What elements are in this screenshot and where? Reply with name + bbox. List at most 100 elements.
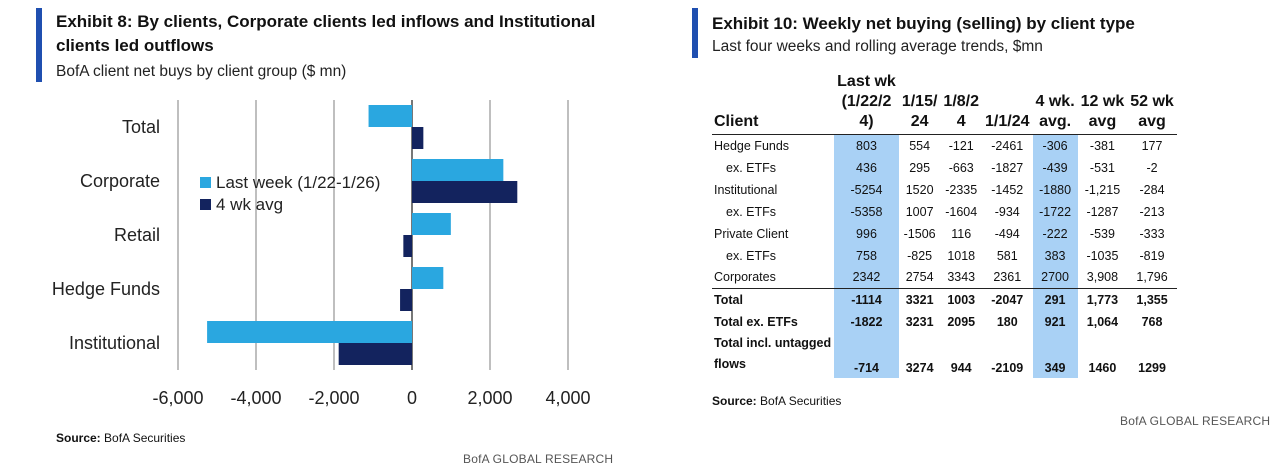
value-cell: -222	[1032, 222, 1078, 245]
header-line: 52 wk	[1130, 93, 1174, 110]
client-cell: Private Client	[714, 226, 789, 241]
exhibit-8-panel: Exhibit 8: By clients, Corporate clients…	[36, 8, 614, 466]
exhibit-10-subtitle: Last four weeks and rolling average tren…	[712, 38, 1043, 55]
value-cell: 581	[996, 248, 1018, 263]
client-line: Total incl. untagged	[714, 335, 832, 350]
exhibit-8-subtitle: BofA client net buys by client group ($ …	[56, 63, 347, 80]
exhibit-10-title: Exhibit 10: Weekly net buying (selling) …	[712, 14, 1135, 33]
header-line: avg	[1088, 113, 1117, 130]
value-cell: 116	[951, 226, 972, 241]
client-cell: Institutional	[714, 182, 778, 197]
client-cell: ex. ETFs	[726, 248, 777, 263]
bar-4wk-avg	[403, 235, 412, 257]
value-cell: 554	[909, 138, 931, 153]
value-cell: 3231	[905, 314, 934, 329]
value-cell: -2109	[991, 360, 1024, 375]
value-cell: -121	[948, 138, 974, 153]
bar-4wk-avg	[338, 343, 412, 365]
category-label: Total	[122, 117, 160, 137]
source-text: BofA Securities	[100, 431, 186, 445]
value-cell: 291	[1032, 288, 1078, 311]
value-cell: 921	[1032, 310, 1078, 333]
value-cell: 2095	[947, 314, 976, 329]
legend-label: 4 wk avg	[216, 195, 283, 214]
bar-last-week	[207, 321, 412, 343]
table-row: Total -1114 3321 1003 -2047 291 1,773 1,355	[712, 288, 1177, 311]
bar-chart: -6,000 -4,000 -2,000 0 2,000 4,000 Total Corpor…	[52, 100, 591, 408]
x-tick-label: 0	[407, 388, 417, 408]
value-cell: -1452	[991, 182, 1024, 197]
value-cell: 944	[950, 360, 972, 375]
value-cell: -2335	[945, 182, 978, 197]
category-label: Institutional	[69, 333, 160, 353]
header-line: Client	[714, 113, 759, 130]
value-cell: 3343	[947, 270, 976, 285]
value-cell: -825	[907, 248, 933, 263]
legend-label: Last week (1/22-1/26)	[216, 173, 380, 192]
flow-table-body: Hedge Funds 803 554 -121 -2461 -306 -381 177 ex.…	[712, 134, 1177, 378]
column-header: 1/1/24	[982, 72, 1033, 135]
exhibit-8-brand: BofA GLOBAL RESEARCH	[463, 452, 614, 466]
header-line: Last wk	[837, 73, 896, 90]
header-line: 4)	[859, 113, 874, 130]
client-line: flows	[714, 356, 746, 371]
value-cell: -1827	[991, 160, 1024, 175]
value-cell: 996	[834, 222, 899, 245]
value-cell: -381	[1089, 138, 1115, 153]
value-cell: -284	[1139, 182, 1165, 197]
value-cell: 758	[834, 244, 899, 267]
value-cell: 1,773	[1077, 288, 1128, 311]
value-cell: 1018	[947, 248, 976, 263]
value-cell: 2754	[905, 270, 934, 285]
value-cell: 768	[1141, 314, 1163, 329]
column-header: 52 wk avg	[1127, 72, 1177, 135]
header-line: avg.	[1039, 113, 1072, 130]
value-cell: 3321	[898, 288, 941, 311]
value-cell: -213	[1139, 204, 1165, 219]
bar-last-week	[412, 159, 504, 181]
x-tick-label: 2,000	[467, 388, 512, 408]
value-cell: 1520	[905, 182, 934, 197]
value-cell: -1722	[1032, 200, 1078, 223]
value-cell: 177	[1141, 138, 1163, 153]
exhibit-10-source: Source: BofA Securities	[712, 394, 841, 408]
value-cell: 1299	[1138, 360, 1166, 375]
value-cell: -5254	[834, 178, 899, 201]
value-cell: -2	[1146, 160, 1158, 175]
value-cell: 383	[1032, 244, 1078, 267]
value-cell: 295	[909, 160, 931, 175]
column-header-client: Client	[712, 72, 835, 135]
column-header: 1/15/24	[898, 72, 941, 135]
exhibit-8-source: Source: BofA Securities	[56, 431, 185, 445]
category-label: Corporate	[80, 171, 160, 191]
client-cell: Total incl. untagged flows	[712, 333, 834, 378]
source-label: Source:	[712, 394, 757, 408]
header-line: (1/22/2	[841, 93, 892, 110]
header-line: avg	[1138, 113, 1166, 130]
value-cell: 2361	[993, 270, 1022, 285]
value-cell: -934	[994, 204, 1020, 219]
table-row: Private Client 996 -1506 116 -494 -222 -539 -33…	[712, 222, 1177, 245]
exhibit-10-panel: Exhibit 10: Weekly net buying (selling) …	[640, 0, 1280, 472]
bar-last-week	[368, 105, 412, 127]
exhibit-10-brand: BofA GLOBAL RESEARCH	[1120, 414, 1271, 428]
header-line: 1/1/24	[985, 113, 1030, 130]
client-cell: Total ex. ETFs	[714, 314, 798, 329]
value-cell: -539	[1089, 226, 1115, 241]
value-cell: 349	[1032, 332, 1078, 378]
value-cell: 1,064	[1086, 314, 1119, 329]
client-cell: Corporates	[714, 270, 776, 285]
value-cell: -1822	[834, 310, 899, 333]
client-cell: Hedge Funds	[714, 138, 790, 153]
table-row: Corporates 2342 2754 3343 2361 2700 3,908 1,796	[712, 266, 1177, 289]
column-header: Last wk (1/22/2 4)	[834, 72, 899, 135]
bar-4wk-avg	[412, 181, 518, 203]
table-row: Total incl. untagged flows -714 3274 944 -210…	[712, 332, 1177, 378]
value-cell: 2700	[1032, 266, 1078, 289]
table-row: Institutional -5254 1520 -2335 -1452 -1880 -1,…	[712, 178, 1177, 201]
value-cell: 180	[996, 314, 1018, 329]
flow-table-header-row: Client Last wk (1/22/2 4) 1/15/24 1/8/2 4 1/1/2…	[712, 72, 1177, 135]
value-cell: 1003	[940, 288, 983, 311]
value-cell: -1604	[945, 204, 978, 219]
value-cell: -531	[1089, 160, 1115, 175]
